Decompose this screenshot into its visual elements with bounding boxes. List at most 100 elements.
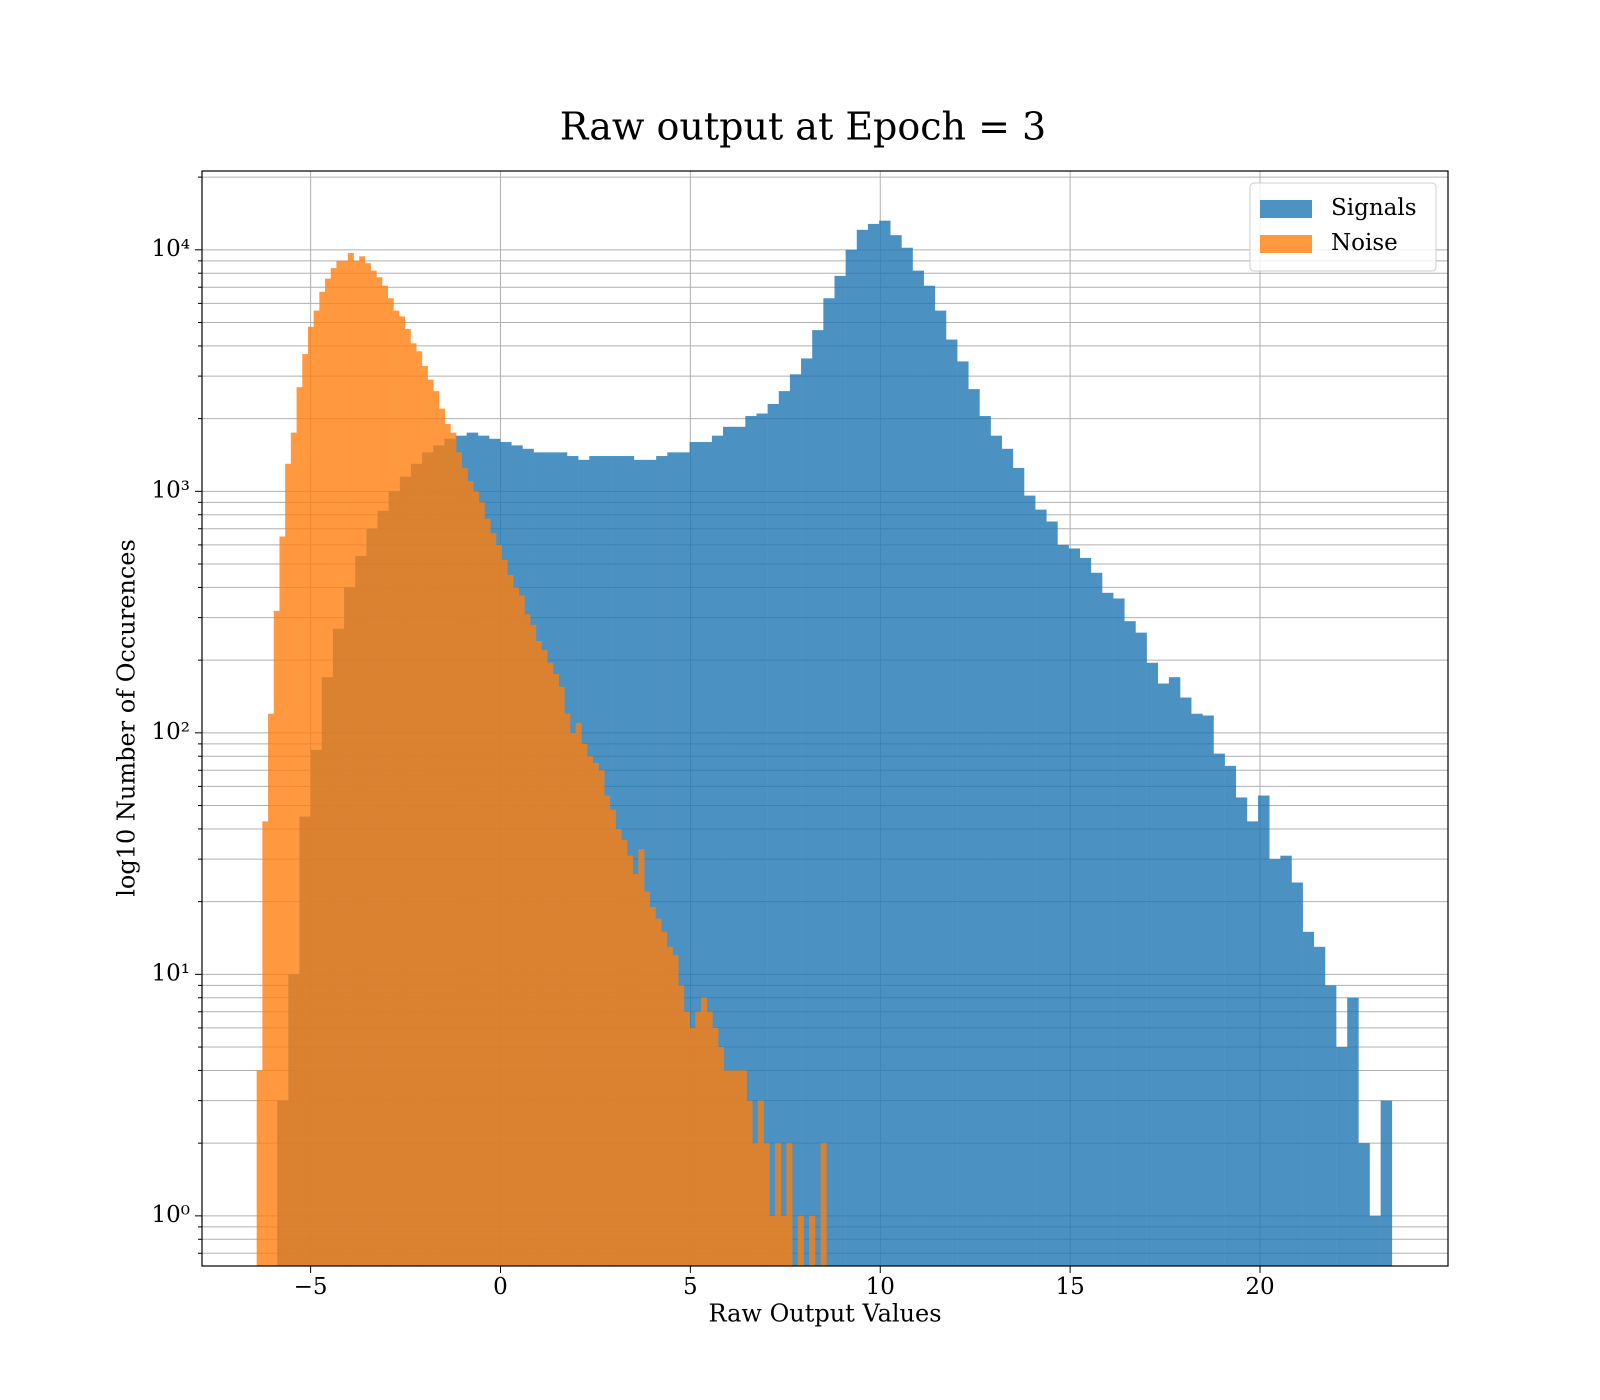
bar	[1012, 467, 1025, 1267]
bar	[541, 650, 548, 1266]
bar	[353, 260, 360, 1266]
bar	[1380, 1100, 1393, 1266]
bar	[307, 326, 314, 1266]
bar	[285, 463, 292, 1266]
bar	[507, 575, 514, 1266]
bar	[820, 1143, 827, 1266]
bar	[672, 955, 679, 1266]
bar	[547, 662, 554, 1266]
bar	[456, 452, 463, 1266]
bar	[427, 379, 434, 1266]
bar	[393, 310, 400, 1266]
bar	[656, 456, 668, 1267]
x-tick-label: 15	[1055, 1274, 1084, 1300]
bar	[979, 416, 991, 1266]
bar	[433, 391, 440, 1266]
bar	[336, 260, 343, 1266]
bar	[649, 907, 656, 1266]
y-tick-label: 10²	[152, 719, 191, 745]
y-tick-label: 10¹	[152, 960, 191, 986]
bar	[279, 536, 286, 1266]
bar	[621, 839, 628, 1266]
bar	[834, 275, 846, 1267]
bar	[1258, 795, 1270, 1266]
bar	[769, 1215, 776, 1266]
x-tick-label: 0	[493, 1274, 508, 1300]
bar	[767, 403, 780, 1266]
bar	[890, 235, 902, 1266]
bar	[706, 1011, 713, 1266]
bar	[450, 432, 457, 1266]
bar	[598, 770, 605, 1266]
bar	[789, 374, 802, 1266]
bar	[945, 339, 958, 1266]
bar	[990, 435, 1002, 1266]
bar	[957, 361, 969, 1266]
bar	[1202, 715, 1214, 1266]
bar	[604, 795, 611, 1266]
bar	[421, 366, 428, 1266]
bar	[1324, 985, 1337, 1266]
y-axis-label: log10 Number of Occurences	[113, 539, 141, 897]
bar	[609, 809, 616, 1266]
bar	[934, 310, 947, 1266]
bar	[1235, 797, 1248, 1266]
bar	[1302, 931, 1315, 1266]
bar	[678, 452, 690, 1266]
bar	[290, 432, 297, 1266]
bar	[845, 249, 858, 1266]
bar	[1246, 821, 1259, 1266]
bar	[524, 614, 531, 1266]
bar	[809, 1215, 816, 1266]
bar	[752, 1143, 759, 1266]
bar	[262, 821, 269, 1266]
bar	[404, 329, 411, 1266]
bar	[1269, 859, 1281, 1266]
legend-swatch	[1260, 200, 1312, 218]
bar	[513, 587, 520, 1266]
bar	[273, 610, 280, 1266]
bar	[467, 481, 474, 1267]
bar	[757, 1100, 764, 1266]
bar	[1358, 1143, 1370, 1266]
bar	[382, 285, 389, 1267]
bar	[661, 931, 668, 1266]
bar	[387, 298, 394, 1266]
bar	[1347, 997, 1359, 1266]
bar	[780, 1215, 787, 1266]
bar	[1135, 632, 1147, 1266]
bar	[901, 247, 913, 1267]
bar	[615, 828, 622, 1266]
bar	[552, 674, 559, 1266]
bar	[912, 270, 924, 1266]
bar	[632, 874, 639, 1266]
bar	[678, 985, 685, 1266]
bar	[645, 459, 657, 1266]
bar	[701, 997, 708, 1266]
bar	[666, 946, 673, 1266]
bar	[1313, 946, 1326, 1266]
bar	[1180, 697, 1192, 1266]
bar	[495, 544, 502, 1266]
bar	[376, 277, 383, 1267]
bar	[735, 1070, 742, 1266]
bar	[644, 891, 651, 1266]
bar	[569, 732, 576, 1266]
bar	[729, 1070, 736, 1266]
x-tick-label: −5	[294, 1274, 328, 1300]
bar	[530, 624, 537, 1266]
legend-label: Signals	[1331, 195, 1417, 221]
bar	[325, 278, 332, 1267]
bar	[856, 229, 869, 1266]
bar	[763, 1143, 770, 1266]
bar	[756, 413, 768, 1267]
bar	[746, 1100, 753, 1266]
legend-swatch	[1260, 235, 1312, 253]
bar	[564, 713, 571, 1266]
bar	[638, 849, 645, 1266]
bar	[581, 743, 588, 1266]
y-tick-label: 10⁴	[152, 236, 191, 262]
bar	[626, 855, 633, 1266]
bar	[712, 1027, 719, 1266]
bar	[1090, 572, 1103, 1266]
